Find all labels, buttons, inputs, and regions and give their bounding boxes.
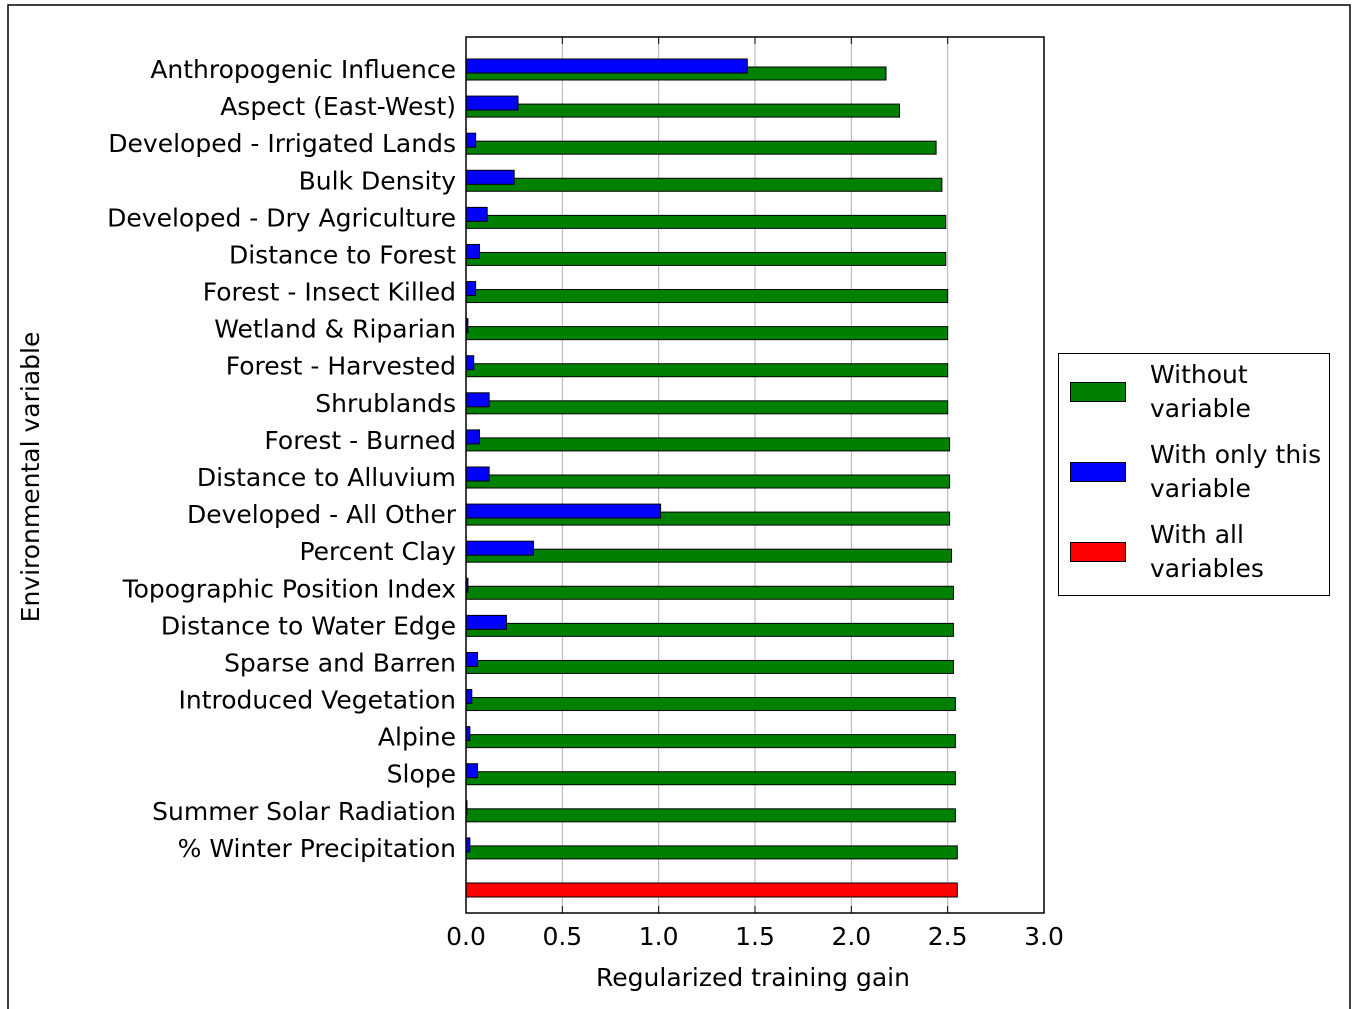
bar: [465, 734, 956, 749]
bar: [465, 622, 954, 637]
bar: [465, 251, 947, 266]
y-tick-label: Distance to Alluvium: [197, 463, 456, 492]
plot-border: [465, 36, 1045, 914]
y-tick-label: Forest - Harvested: [226, 352, 456, 381]
bar: [465, 95, 519, 111]
bar: [465, 689, 473, 705]
legend-swatch: [1070, 462, 1126, 482]
y-tick-label: Sparse and Barren: [224, 648, 456, 677]
y-tick-label: Percent Clay: [299, 537, 456, 566]
x-axis-label: Regularized training gain: [596, 963, 910, 992]
bar: [465, 585, 954, 600]
y-tick-label: Bulk Density: [299, 166, 457, 195]
bar: [465, 169, 515, 185]
y-tick-label: Summer Solar Radiation: [152, 797, 456, 826]
legend-item: Without variable: [1059, 358, 1330, 426]
bar: [465, 429, 480, 445]
legend-label: With all variables: [1150, 520, 1264, 583]
bar: [465, 206, 488, 222]
y-tick-label: Alpine: [378, 723, 456, 752]
bar: [465, 140, 937, 155]
bar: [465, 392, 490, 408]
bar: [465, 651, 479, 667]
bar: [465, 882, 958, 898]
bar: [465, 845, 958, 860]
legend-swatch: [1070, 542, 1126, 562]
bar: [465, 614, 507, 630]
bar: [465, 363, 949, 378]
bar: [465, 103, 900, 118]
bar: [465, 503, 662, 519]
y-axis-label: Environmental variable: [16, 332, 45, 623]
bar: [465, 177, 943, 192]
y-tick-label: % Winter Precipitation: [178, 834, 456, 863]
y-tick-label: Wetland & Riparian: [214, 315, 456, 344]
y-tick-label: Topographic Position Index: [122, 574, 456, 603]
y-tick-label: Forest - Burned: [264, 426, 456, 455]
legend-label: With only this variable: [1150, 440, 1322, 503]
y-tick-label: Developed - Dry Agriculture: [107, 203, 456, 232]
legend-item: With only this variable: [1059, 438, 1330, 506]
bar: [465, 474, 951, 489]
y-tick-label: Developed - All Other: [187, 500, 457, 529]
x-tick-label: 3.0: [1024, 922, 1064, 951]
x-tick-label: 1.0: [639, 922, 679, 951]
bar: [465, 355, 475, 371]
y-tick-label: Distance to Forest: [229, 240, 456, 269]
y-tick-label: Shrublands: [315, 389, 456, 418]
bar: [465, 58, 748, 74]
bar: [465, 763, 479, 779]
legend: Without variable With only this variable W…: [1058, 353, 1330, 596]
x-tick-label: 0.5: [542, 922, 582, 951]
bar: [465, 289, 949, 304]
y-tick-label: Aspect (East-West): [220, 92, 456, 121]
legend-swatch: [1070, 382, 1126, 402]
x-tick-label: 0.0: [446, 922, 486, 951]
bar: [465, 548, 953, 563]
frame: [7, 4, 1351, 1009]
x-tick-label: 1.5: [735, 922, 775, 951]
bar: [465, 540, 534, 556]
bar: [465, 771, 956, 786]
bar: [465, 437, 951, 452]
bar: [465, 808, 956, 823]
bar: [465, 132, 477, 148]
bar: [465, 466, 490, 482]
bar: [465, 243, 480, 259]
y-tick-label: Developed - Irrigated Lands: [108, 129, 456, 158]
bar: [465, 326, 949, 341]
bar: [465, 281, 477, 297]
legend-item: With all variables: [1059, 518, 1330, 586]
bar: [465, 400, 949, 415]
y-tick-label: Forest - Insect Killed: [203, 278, 456, 307]
bar: [465, 214, 947, 229]
bar: [465, 697, 956, 712]
x-tick-label: 2.5: [928, 922, 968, 951]
bar: [465, 659, 954, 674]
y-tick-label: Distance to Water Edge: [161, 611, 456, 640]
y-tick-label: Slope: [387, 760, 456, 789]
x-tick-label: 2.0: [831, 922, 871, 951]
legend-label: Without variable: [1150, 360, 1251, 423]
y-tick-label: Introduced Vegetation: [178, 686, 456, 715]
y-tick-label: Anthropogenic Influence: [150, 55, 456, 84]
